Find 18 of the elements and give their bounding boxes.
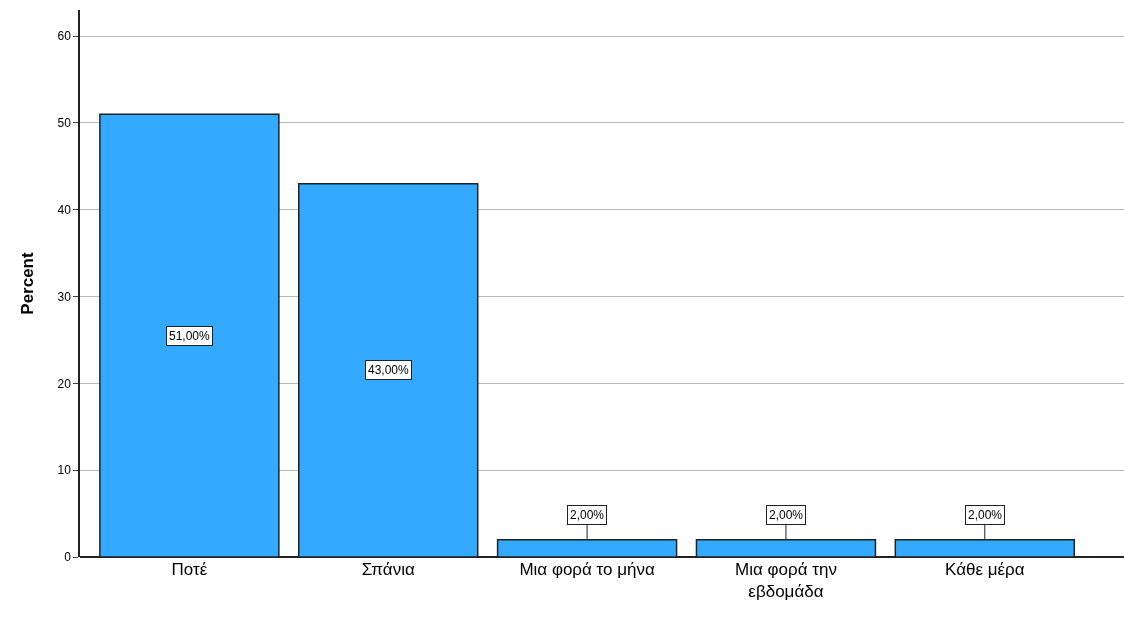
data-label: 51,00% xyxy=(169,329,211,343)
x-tick-label: Κάθε μέρα xyxy=(945,560,1025,579)
y-tick-label: 40 xyxy=(57,202,72,217)
x-tick-label: Σπάνια xyxy=(361,560,415,579)
x-tick-label: Ποτέ xyxy=(171,560,208,579)
x-tick-label: Μια φορά το μήνα xyxy=(519,560,655,579)
data-label: 2,00% xyxy=(769,508,804,522)
y-tick-label: 0 xyxy=(64,550,72,565)
y-tick-label: 60 xyxy=(57,29,72,44)
y-tick-label: 20 xyxy=(57,376,72,391)
y-tick-label: 10 xyxy=(57,463,72,478)
y-tick-label: 30 xyxy=(57,289,72,304)
data-label: 43,00% xyxy=(368,363,410,377)
data-label: 2,00% xyxy=(968,508,1003,522)
data-label: 2,00% xyxy=(570,508,605,522)
y-axis-title: Percent xyxy=(17,251,37,315)
y-tick-label: 50 xyxy=(57,116,72,131)
x-tick-label: Μια φορά την εβδομάδα xyxy=(735,560,837,602)
